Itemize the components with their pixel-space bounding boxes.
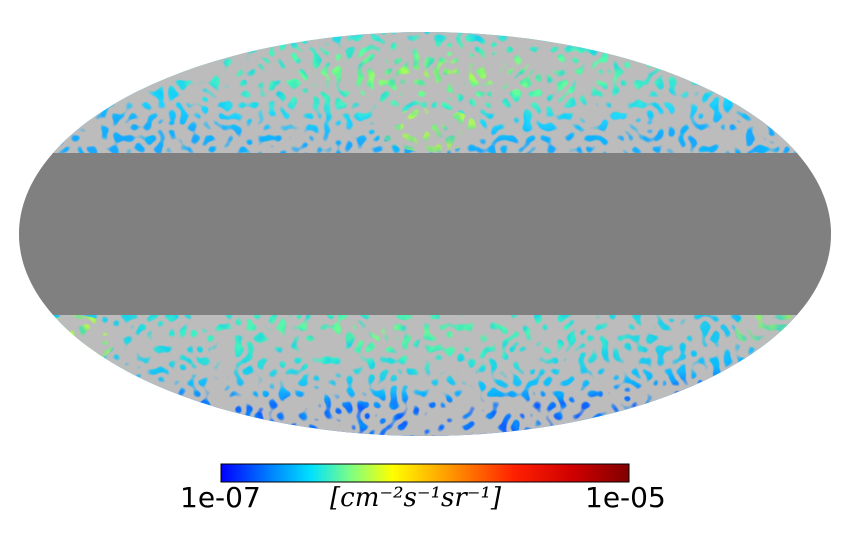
colorbar-unit-label: [cm⁻²s⁻¹sr⁻¹]: [330, 483, 502, 513]
colorbar-max-label: 1e-05: [585, 481, 666, 514]
colorbar-min-label: 1e-07: [180, 481, 261, 514]
map-body: [19, 32, 831, 436]
colorbar: [220, 463, 630, 483]
galactic-plane-mask: [19, 153, 831, 315]
